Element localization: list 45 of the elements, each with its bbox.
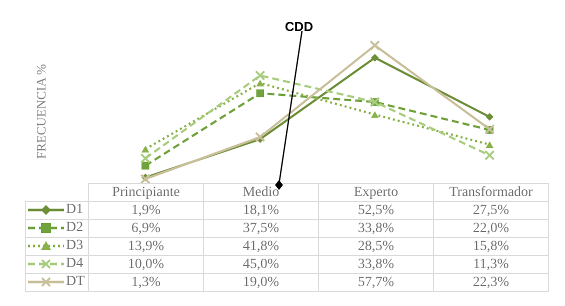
data-label: 28,5% — [318, 238, 434, 256]
data-label: 41,8% — [204, 238, 318, 256]
data-label: 27,5% — [434, 202, 548, 220]
legend-label: D1 — [66, 202, 84, 218]
data-label: 13,9% — [88, 238, 204, 256]
x-tick-label: Transformador — [434, 184, 548, 202]
data-label: 10,0% — [88, 256, 204, 274]
point — [371, 111, 379, 118]
text: CDD — [284, 19, 314, 34]
data-label: 57,7% — [318, 274, 434, 292]
point — [254, 132, 266, 142]
x-tick-label: Medio — [204, 184, 318, 202]
data-label: 22,0% — [434, 220, 548, 238]
data-label: 52,5% — [318, 202, 434, 220]
y-axis-title: FRECUENCIA % — [34, 64, 48, 159]
data-label: 22,3% — [434, 274, 548, 292]
legend-label: D3 — [66, 238, 84, 254]
point — [486, 141, 494, 148]
point — [140, 174, 151, 184]
data-label: 19,0% — [204, 274, 318, 292]
point — [256, 89, 264, 98]
data-label: 37,5% — [204, 220, 318, 238]
data-label: 1,9% — [88, 202, 204, 220]
point — [142, 146, 150, 152]
data-label: 18,1% — [204, 202, 318, 220]
data-label: 33,8% — [318, 220, 434, 238]
point — [254, 70, 266, 81]
point — [370, 40, 380, 51]
data-label: 15,8% — [434, 238, 548, 256]
point — [142, 162, 150, 170]
data-label: 6,9% — [88, 220, 204, 238]
point — [484, 150, 495, 160]
point — [486, 113, 494, 121]
data-label: 45,0% — [204, 256, 318, 274]
legend-label: D2 — [66, 220, 84, 236]
legend-label: D4 — [66, 256, 84, 272]
x-tick-label: Principiante — [88, 184, 204, 202]
data-label: 1,3% — [88, 274, 204, 292]
point — [140, 153, 151, 164]
point — [256, 80, 264, 86]
data-label: 33,8% — [318, 256, 434, 274]
legend-label: DT — [66, 274, 85, 290]
data-label: 11,3% — [434, 256, 548, 274]
point — [371, 54, 379, 62]
x-tick-label: Experto — [318, 184, 434, 202]
